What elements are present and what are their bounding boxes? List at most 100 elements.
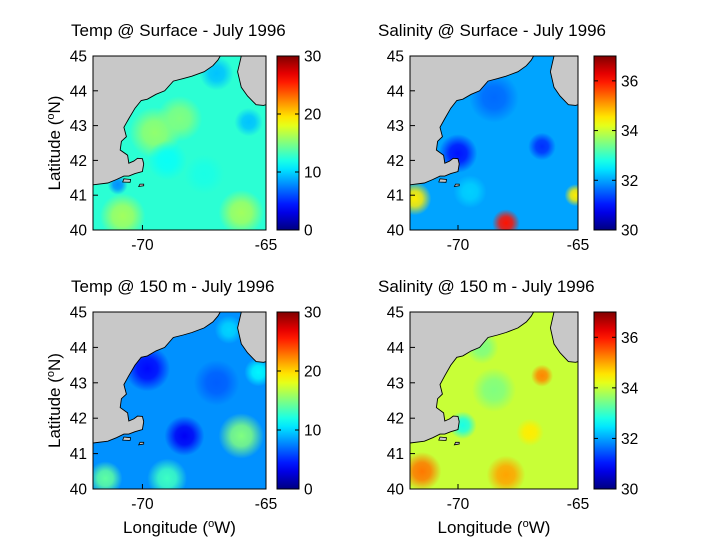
heatmap-blob	[486, 455, 526, 489]
y-axis-label: Latitude (oN)	[45, 353, 64, 448]
heatmap-blob	[471, 367, 517, 412]
y-tick-label: 45	[70, 49, 87, 66]
heatmap-field	[410, 312, 578, 489]
y-tick-label: 41	[70, 446, 87, 463]
heatmap-blob	[164, 416, 205, 456]
x-tick-label: -65	[567, 496, 589, 513]
island	[137, 441, 145, 446]
heatmap-blob	[492, 209, 520, 230]
y-tick-label: 44	[387, 340, 405, 357]
island	[122, 178, 132, 183]
island	[438, 436, 447, 441]
colorbar-tick-label: 10	[304, 165, 322, 182]
heatmap-blob	[410, 182, 432, 216]
y-tick-label: 40	[387, 223, 405, 240]
land-mass	[93, 56, 221, 186]
y-tick-label: 43	[70, 375, 87, 392]
island	[438, 178, 447, 183]
axes-frame	[409, 55, 579, 231]
colorbar: 0 10 20 30	[276, 305, 322, 499]
y-tick-label: 45	[387, 305, 404, 322]
y-tick-label: 44	[70, 83, 88, 100]
colorbar-tick-label: 34	[621, 380, 639, 397]
heatmap-field	[93, 56, 266, 230]
y-tick-label: 42	[70, 153, 87, 170]
x-axis-label: Longitude (oW)	[123, 518, 236, 537]
heatmap-blob	[244, 357, 266, 387]
colorbar: 30 32 34 36	[593, 55, 639, 240]
colorbar-tick-label: 30	[621, 482, 639, 499]
heatmap-blob	[453, 175, 487, 209]
land-mass	[237, 312, 266, 363]
heatmap-blob	[147, 458, 188, 489]
y-tick-label: 40	[70, 223, 88, 240]
colorbar: 30 32 34 36	[593, 311, 639, 499]
y-tick-label: 40	[70, 482, 88, 499]
heatmap-blob	[410, 451, 442, 489]
colorbar-gradient	[276, 311, 300, 490]
heatmap-blob	[184, 154, 225, 195]
heatmap-blob	[218, 189, 265, 230]
colorbar-tick-label: 30	[304, 49, 322, 66]
x-tick-label: -70	[447, 237, 470, 254]
colorbar-tick-label: 36	[621, 330, 638, 347]
panel-title: Salinity @ 150 m - July 1996	[378, 277, 595, 296]
y-tick-label: 41	[70, 188, 87, 205]
y-tick-label: 43	[70, 118, 87, 135]
colorbar-gradient	[276, 55, 300, 231]
island	[122, 436, 132, 441]
colorbar-tick-label: 20	[304, 107, 322, 124]
panel-title: Temp @ Surface - July 1996	[71, 21, 286, 40]
panel-title: Salinity @ Surface - July 1996	[378, 21, 606, 40]
colorbar-gradient	[593, 55, 617, 231]
axes-frame	[409, 311, 579, 490]
y-tick-label: 42	[387, 153, 404, 170]
y-tick-label: 41	[387, 446, 404, 463]
colorbar-tick-label: 30	[621, 223, 639, 240]
heatmap-blob	[214, 315, 244, 344]
land-mass	[410, 312, 535, 444]
island	[137, 183, 145, 188]
y-tick-label: 44	[387, 83, 405, 100]
heatmap-blob	[218, 413, 265, 459]
y-tick-label: 43	[387, 118, 404, 135]
colorbar-tick-label: 0	[304, 223, 313, 240]
y-tick-label: 42	[70, 411, 87, 428]
y-tick-label: 41	[387, 188, 404, 205]
heatmap-blob	[234, 107, 263, 137]
colorbar-tick-label: 30	[304, 305, 322, 322]
chart-panel-4: 40 41 42 43 44 45 -70 -65 Salinity @ 150 m - Jul…	[378, 277, 639, 537]
heatmap-blob	[530, 364, 554, 387]
y-tick-label: 42	[387, 411, 404, 428]
land-mass	[410, 56, 535, 186]
colorbar-gradient	[593, 311, 617, 490]
colorbar-tick-label: 34	[621, 123, 639, 140]
heatmap-blob	[99, 193, 146, 230]
colorbar-tick-label: 10	[304, 423, 322, 440]
y-tick-label: 45	[70, 305, 87, 322]
heatmap-blob	[156, 95, 203, 142]
land-mass	[93, 312, 221, 444]
colorbar-tick-label: 32	[621, 173, 638, 190]
x-tick-label: -70	[131, 237, 154, 254]
chart-panel-1: 40 41 42 43 44 45 -70 -65 Temp @ Surface - July …	[45, 21, 322, 254]
colorbar: 0 10 20 30	[276, 49, 322, 240]
colorbar-tick-label: 20	[304, 364, 322, 381]
land-mass	[237, 56, 266, 106]
axes-frame	[92, 311, 267, 490]
x-tick-label: -70	[131, 496, 154, 513]
y-tick-label: 43	[387, 375, 404, 392]
chart-panel-3: 40 41 42 43 44 45 -70 -65 Temp @ 150 m - July 19…	[45, 277, 322, 537]
colorbar-tick-label: 32	[621, 431, 638, 448]
y-tick-label: 40	[387, 482, 405, 499]
heatmap-blob	[93, 461, 123, 489]
heatmap-blob	[564, 184, 578, 207]
colorbar-tick-label: 36	[621, 73, 638, 90]
chart-panel-2: 40 41 42 43 44 45 -70 -65 Salinity @ Surface - J…	[378, 21, 639, 254]
y-tick-label: 45	[387, 49, 404, 66]
heatmap-blob	[193, 360, 240, 406]
panel-title: Temp @ 150 m - July 1996	[71, 277, 274, 296]
heatmap-field	[93, 312, 266, 489]
y-axis-label: Latitude (oN)	[45, 96, 64, 191]
